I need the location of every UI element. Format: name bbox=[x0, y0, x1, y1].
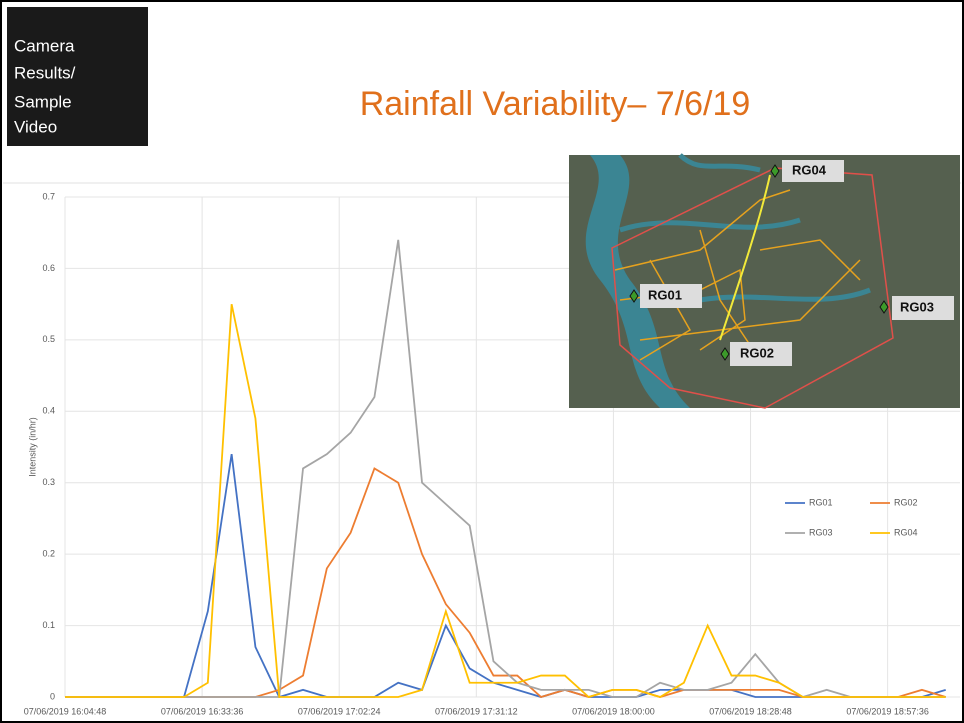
box-line: Sample bbox=[14, 92, 72, 111]
legend-label: RG03 bbox=[809, 527, 833, 537]
x-tick-label: 07/06/2019 18:57:36 bbox=[846, 706, 929, 716]
map-label: RG04 bbox=[792, 162, 827, 177]
y-tick-label: 0 bbox=[50, 691, 55, 701]
y-tick-label: 0.6 bbox=[42, 263, 55, 273]
y-tick-label: 0.4 bbox=[42, 406, 55, 416]
x-tick-label: 07/06/2019 16:33:36 bbox=[161, 706, 244, 716]
x-tick-label: 07/06/2019 17:02:24 bbox=[298, 706, 381, 716]
y-tick-label: 0.3 bbox=[42, 477, 55, 487]
map-label: RG02 bbox=[740, 345, 774, 360]
y-axis-label: Intensity (in/hr) bbox=[27, 417, 37, 477]
slide: Camera Results/ Sample Video Rainfall Va… bbox=[0, 0, 964, 723]
map-inset: RG04 RG01 RG03 RG02 bbox=[569, 155, 960, 408]
slide-title: Rainfall Variability– 7/6/19 bbox=[360, 85, 751, 123]
legend-label: RG02 bbox=[894, 497, 918, 507]
y-tick-label: 0.2 bbox=[42, 549, 55, 559]
box-line: Camera bbox=[14, 36, 75, 55]
x-tick-label: 07/06/2019 18:28:48 bbox=[709, 706, 792, 716]
y-tick-label: 0.1 bbox=[42, 620, 55, 630]
box-line: Video bbox=[14, 117, 57, 136]
map-label: RG03 bbox=[900, 299, 934, 314]
x-tick-label: 07/06/2019 18:00:00 bbox=[572, 706, 655, 716]
box-line: Results/ bbox=[14, 63, 76, 82]
map-label: RG01 bbox=[648, 287, 682, 302]
y-tick-label: 0.7 bbox=[42, 191, 55, 201]
x-tick-label: 07/06/2019 17:31:12 bbox=[435, 706, 518, 716]
legend-label: RG04 bbox=[894, 527, 918, 537]
y-tick-label: 0.5 bbox=[42, 334, 55, 344]
legend-label: RG01 bbox=[809, 497, 833, 507]
x-tick-label: 07/06/2019 16:04:48 bbox=[24, 706, 107, 716]
